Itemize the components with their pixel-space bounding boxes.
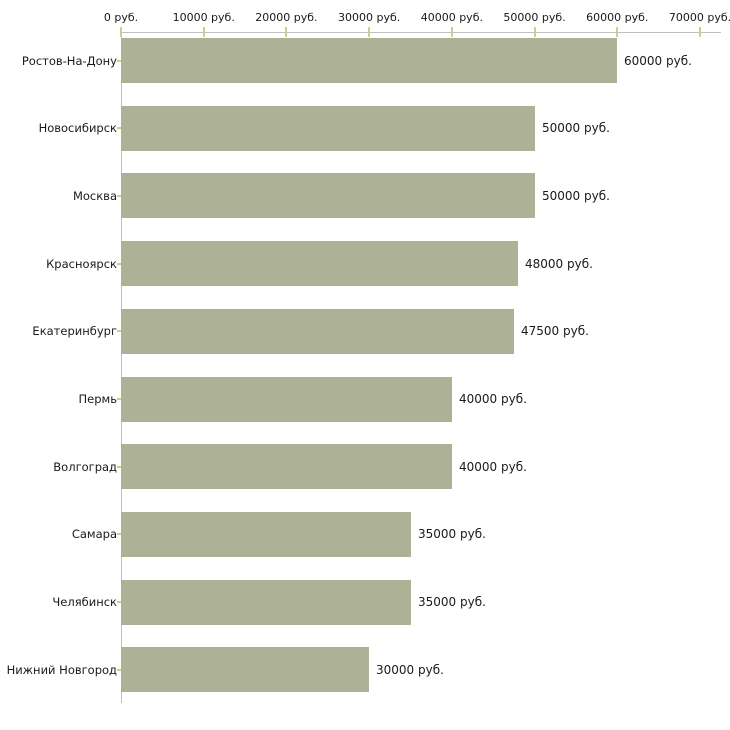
- x-tick-label: 40000 руб.: [420, 11, 483, 24]
- x-tick-label: 50000 руб.: [503, 11, 566, 24]
- value-label: 60000 руб.: [624, 53, 692, 68]
- x-tick-label: 70000 руб.: [668, 11, 730, 24]
- x-tick-mark: [616, 27, 619, 37]
- bar: [121, 376, 452, 422]
- value-label: 35000 руб.: [418, 595, 486, 610]
- bar: [121, 444, 452, 490]
- y-tick-mark: [117, 601, 121, 604]
- x-tick-label: 30000 руб.: [338, 11, 401, 24]
- y-tick-mark: [117, 262, 121, 265]
- y-tick-mark: [117, 330, 121, 333]
- value-label: 50000 руб.: [542, 121, 610, 136]
- value-label: 40000 руб.: [459, 459, 527, 474]
- x-tick-mark: [699, 27, 701, 37]
- category-label: Екатеринбург: [32, 324, 117, 339]
- bar: [121, 647, 369, 693]
- value-label: 30000 руб.: [376, 662, 444, 677]
- y-tick-mark: [117, 127, 121, 130]
- x-tick-label: 0 руб.: [103, 11, 139, 24]
- x-tick-mark: [533, 27, 536, 37]
- category-label: Москва: [72, 188, 117, 203]
- y-tick-mark: [117, 533, 121, 536]
- y-axis-line: [121, 32, 122, 703]
- y-tick-mark: [117, 59, 121, 62]
- value-label: 35000 руб.: [418, 527, 486, 542]
- x-tick-label: 20000 руб.: [255, 11, 318, 24]
- value-label: 47500 руб.: [521, 324, 589, 339]
- x-tick-mark: [450, 27, 453, 37]
- x-tick-mark: [285, 27, 288, 37]
- bar: [121, 38, 617, 83]
- x-tick-mark: [202, 27, 205, 37]
- value-label: 48000 руб.: [525, 256, 593, 271]
- category-label: Самара: [71, 527, 117, 542]
- x-tick-mark: [120, 27, 122, 37]
- bar: [121, 241, 518, 287]
- bar: [121, 173, 535, 219]
- y-tick-mark: [117, 465, 121, 468]
- bar: [121, 308, 514, 354]
- x-tick-label: 60000 руб.: [586, 11, 649, 24]
- category-label: Новосибирск: [38, 121, 117, 136]
- x-tick-mark: [368, 27, 371, 37]
- x-tick-label: 10000 руб.: [172, 11, 235, 24]
- value-label: 50000 руб.: [542, 188, 610, 203]
- bar: [121, 579, 411, 625]
- y-tick-mark: [117, 668, 121, 671]
- y-tick-mark: [117, 398, 121, 400]
- category-label: Красноярск: [46, 256, 117, 271]
- category-label: Волгоград: [53, 459, 117, 474]
- category-label: Нижний Новгород: [6, 662, 117, 677]
- category-label: Челябинск: [52, 595, 117, 610]
- bar: [121, 511, 411, 557]
- x-axis-line: [121, 32, 721, 33]
- y-tick-mark: [117, 194, 121, 197]
- bar: [121, 105, 535, 151]
- value-label: 40000 руб.: [459, 392, 527, 406]
- category-label: Пермь: [78, 392, 117, 406]
- category-label: Ростов-На-Дону: [21, 53, 117, 68]
